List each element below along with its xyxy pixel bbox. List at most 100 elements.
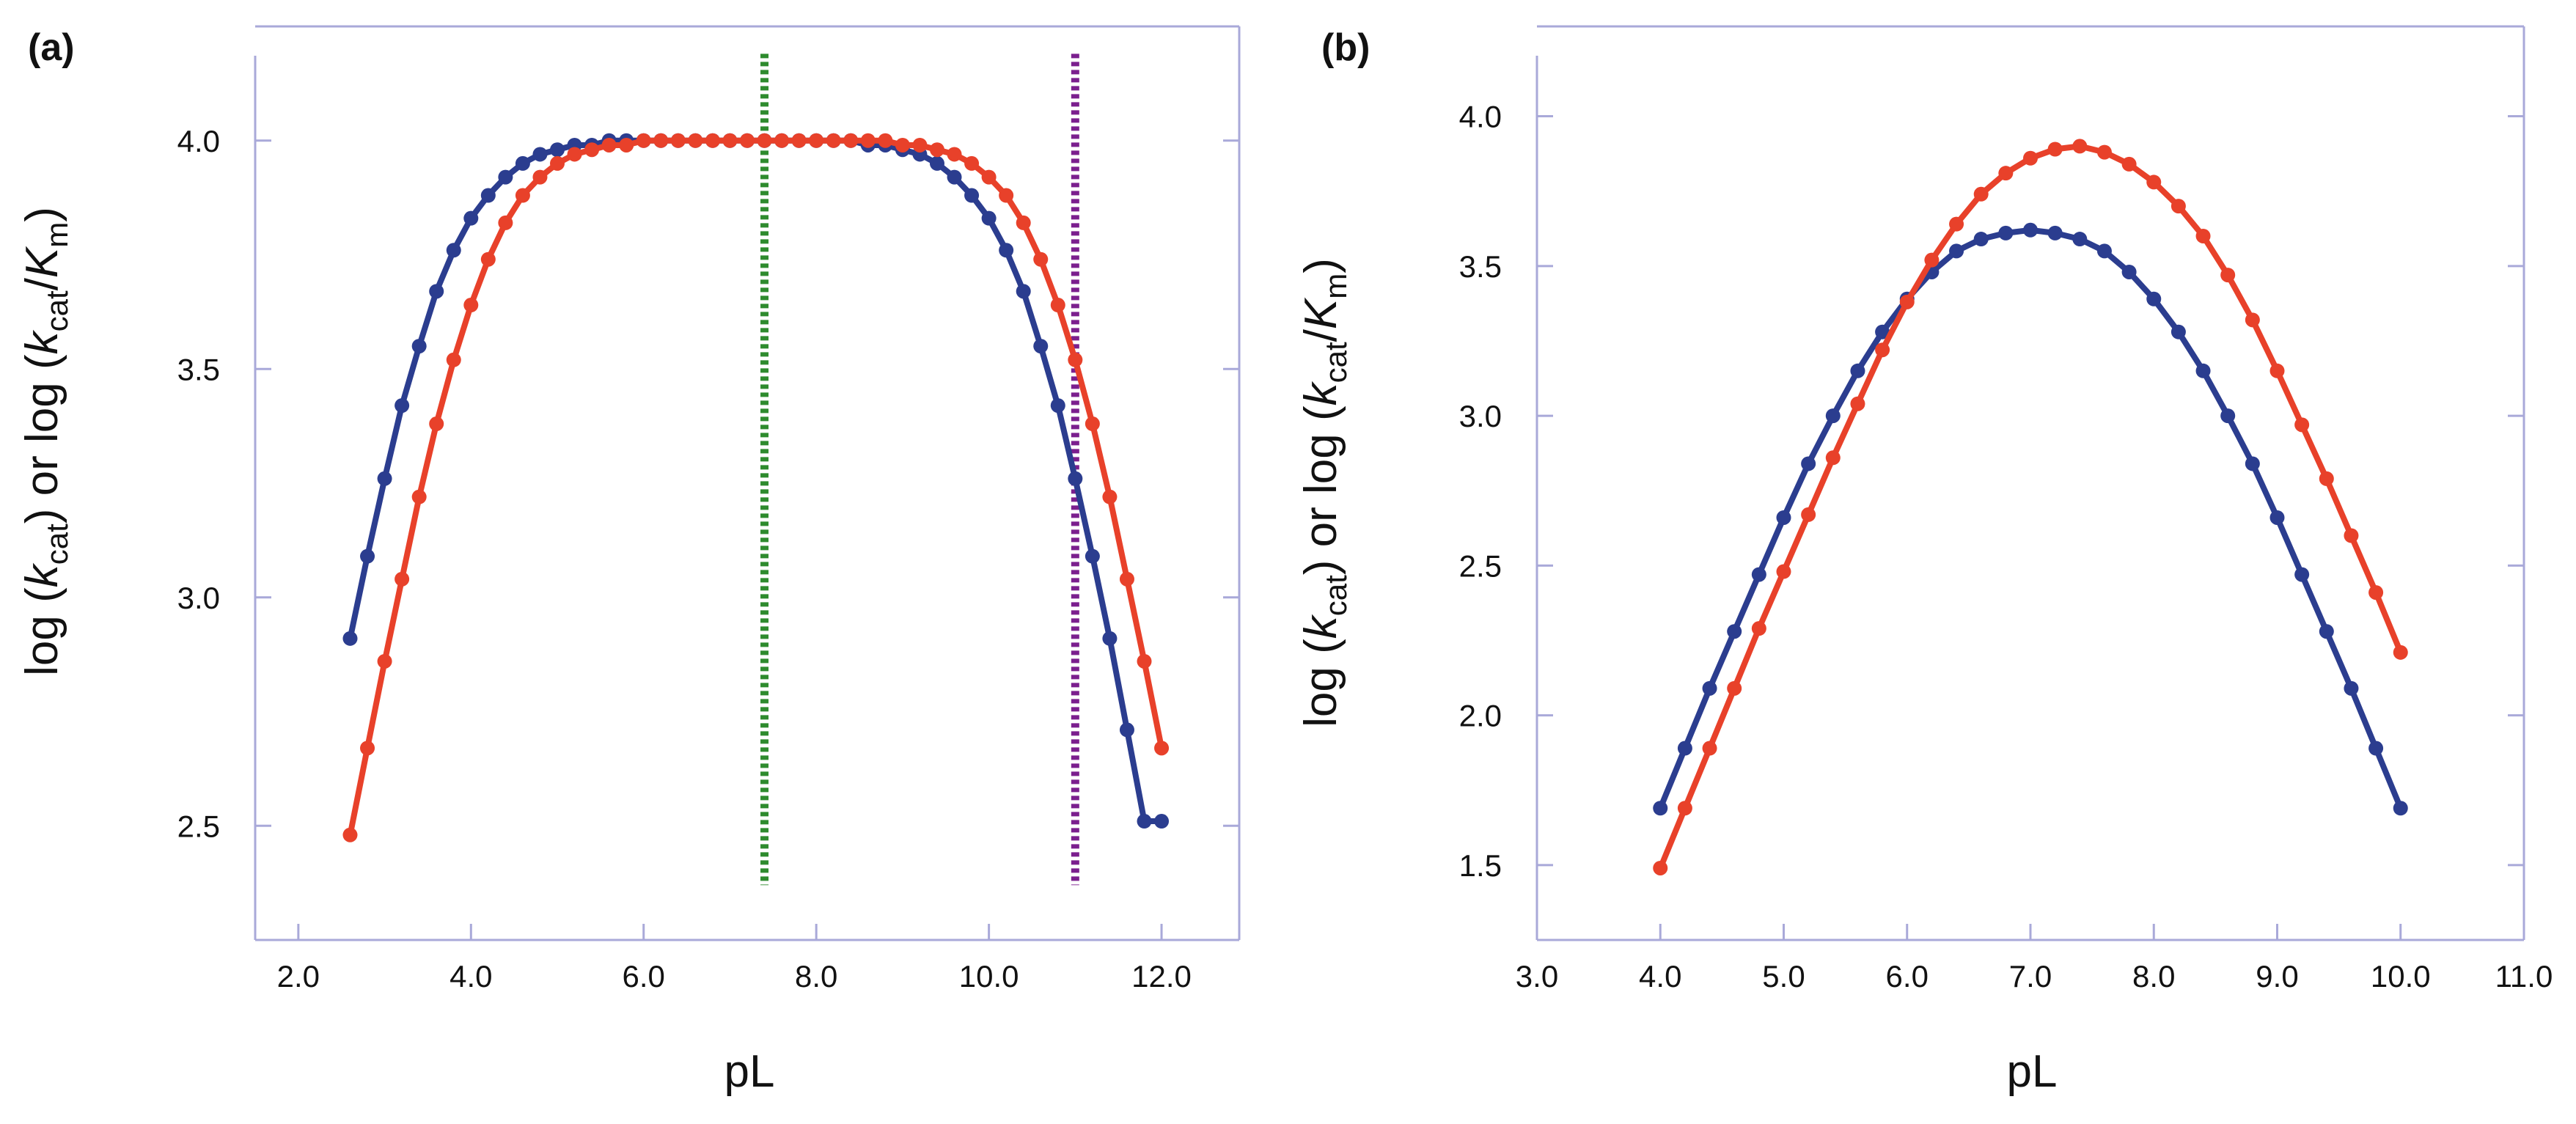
data-point-red <box>515 188 530 203</box>
data-point-red <box>619 137 634 153</box>
data-point-red <box>2072 139 2088 154</box>
x-tick-label: 8.0 <box>795 959 837 993</box>
panel-a-label: (a) <box>28 26 75 69</box>
data-point-blue <box>2096 243 2112 259</box>
ylabel-part: ) <box>17 207 67 222</box>
data-point-red <box>653 133 669 148</box>
series-line-red <box>1657 143 2404 871</box>
data-point-red <box>1016 215 1031 230</box>
y-tick-label: 2.0 <box>1459 699 1502 733</box>
ylabel-part: K <box>17 246 67 278</box>
data-point-red <box>912 137 928 153</box>
series-line-blue <box>1657 227 2404 812</box>
data-point-red <box>2393 644 2408 660</box>
data-point-red <box>2294 417 2310 433</box>
data-point-blue <box>429 284 444 299</box>
x-tick-label: 6.0 <box>623 959 665 993</box>
data-point-blue <box>1050 398 1065 414</box>
data-point-red <box>1050 298 1065 313</box>
data-point-red <box>1825 450 1841 466</box>
data-point-blue <box>498 169 513 185</box>
data-point-red <box>688 133 703 148</box>
x-tick-label: 4.0 <box>1639 959 1681 993</box>
data-point-blue <box>2245 456 2260 471</box>
data-point-red <box>2146 175 2162 190</box>
data-point-red <box>2269 363 2285 378</box>
data-point-red <box>584 142 600 158</box>
ylabel-part: k <box>17 329 67 354</box>
y-tick-label: 3.5 <box>177 352 220 386</box>
data-point-blue <box>463 210 479 226</box>
ylabel-part: log ( <box>17 587 67 676</box>
data-point-blue <box>446 243 461 258</box>
data-point-blue <box>1850 363 1865 378</box>
ylabel-part: k <box>17 562 67 587</box>
data-point-red <box>826 133 841 148</box>
data-point-blue <box>342 631 358 646</box>
x-tick-label: 7.0 <box>2009 959 2052 993</box>
data-point-red <box>757 133 772 148</box>
data-point-blue <box>2170 324 2186 339</box>
data-point-red <box>1899 294 1915 309</box>
ylabel-part: K <box>1296 297 1346 329</box>
data-point-blue <box>1702 680 1717 696</box>
data-point-red <box>532 169 548 185</box>
data-point-blue <box>1776 510 1791 525</box>
ylabel-part: ) or log ( <box>1296 405 1346 575</box>
data-point-blue <box>395 398 410 414</box>
data-point-red <box>2195 228 2211 243</box>
data-point-blue <box>2220 408 2236 424</box>
ylabel-part: cat <box>40 524 74 565</box>
x-tick-label: 2.0 <box>277 959 320 993</box>
panel-a-x-axis-title: pL <box>724 1046 775 1097</box>
data-point-red <box>1102 489 1118 504</box>
data-point-red <box>2220 268 2236 283</box>
data-point-red <box>878 133 893 148</box>
series-line-blue <box>347 137 1165 824</box>
ylabel-part: k <box>1296 381 1346 405</box>
x-tick-label: 5.0 <box>1762 959 1805 993</box>
data-point-blue <box>1677 741 1692 756</box>
data-point-blue <box>2121 264 2137 279</box>
data-point-red <box>1119 571 1134 587</box>
panel-a-y-axis-title: log (kcat) or log (kcat/Km) <box>17 207 74 676</box>
data-point-red <box>2023 150 2038 166</box>
data-point-red <box>1924 252 1940 268</box>
data-point-blue <box>2047 225 2063 240</box>
data-point-red <box>2047 142 2063 157</box>
data-point-blue <box>1137 814 1152 829</box>
data-point-blue <box>1085 548 1100 564</box>
data-point-blue <box>411 339 427 354</box>
data-point-blue <box>1998 225 2014 240</box>
data-point-blue <box>929 155 944 171</box>
data-point-red <box>1973 186 1989 202</box>
x-tick-label: 8.0 <box>2132 959 2175 993</box>
data-point-red <box>981 169 997 185</box>
panel-b-series <box>1653 139 2408 875</box>
x-tick-label: 3.0 <box>1516 959 1558 993</box>
data-point-blue <box>1119 722 1134 738</box>
data-point-red <box>550 155 565 171</box>
data-point-red <box>722 133 738 148</box>
y-tick-label: 4.0 <box>177 124 220 158</box>
data-point-red <box>2096 144 2112 160</box>
data-point-red <box>1653 860 1668 875</box>
data-point-red <box>1137 653 1152 669</box>
data-point-red <box>740 133 755 148</box>
data-point-blue <box>1653 801 1668 816</box>
data-point-red <box>1949 216 1964 232</box>
data-point-red <box>1998 166 2014 181</box>
data-point-blue <box>2195 363 2211 378</box>
data-point-blue <box>1973 232 1989 247</box>
data-point-red <box>1702 741 1717 756</box>
data-point-blue <box>1875 324 1890 339</box>
panel-a-series <box>342 133 1170 842</box>
data-point-red <box>947 147 962 162</box>
panel-b-axes: 3.0 4.0 5.0 6.0 7.0 8.0 9.0 10.0 11.0 1.5 2.0 2.5 3.… <box>1459 25 2553 993</box>
x-tick-label: 9.0 <box>2256 959 2298 993</box>
data-point-red <box>1801 507 1816 522</box>
data-point-red <box>360 741 375 756</box>
panel-b-label: (b) <box>1321 26 1370 69</box>
data-point-blue <box>1068 471 1083 486</box>
data-point-red <box>774 133 790 148</box>
